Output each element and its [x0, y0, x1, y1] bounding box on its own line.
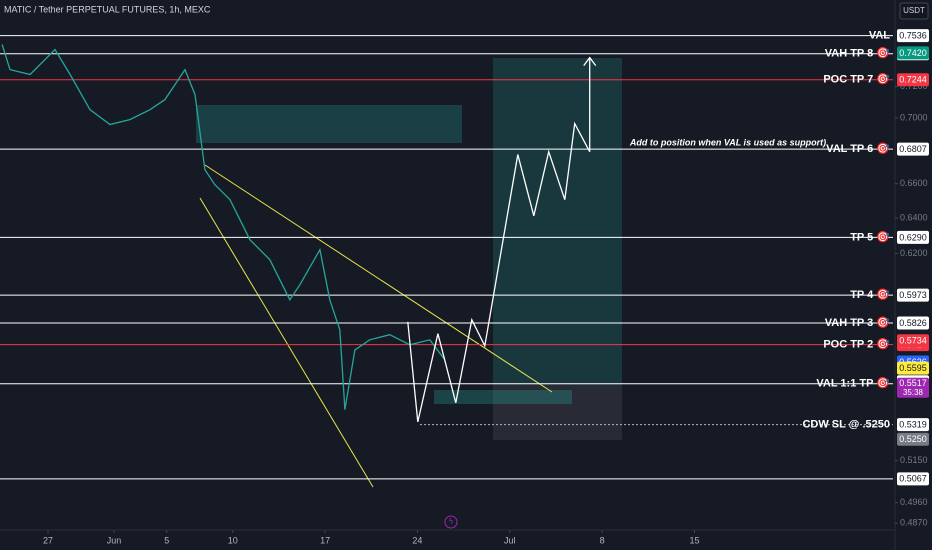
y-tick-label: 0.5150	[900, 455, 928, 465]
last-price-label: 0.5517	[899, 378, 927, 388]
level-label: TP 5 🎯	[850, 230, 890, 243]
price-badge	[897, 418, 929, 432]
level-label: VAL TP 6 🎯	[826, 142, 890, 155]
price-badge	[897, 142, 929, 156]
price-badge-label: 0.5734	[899, 336, 927, 346]
level-label: CDW SL @ .5250	[802, 419, 890, 431]
y-tick-label: 0.4870	[900, 517, 928, 527]
price-badge-label: 0.7244	[899, 75, 927, 85]
price-badge-label: 0.5973	[899, 290, 927, 300]
zone	[196, 105, 462, 143]
price-badge	[897, 472, 929, 486]
price-badge-label: 0.5067	[899, 474, 927, 484]
symbol-title: MATIC / Tether PERPETUAL FUTURES, 1h, ME…	[4, 4, 211, 14]
currency-button[interactable]	[899, 2, 929, 20]
price-badge	[897, 316, 929, 330]
price-badge-label: 0.7536	[899, 30, 927, 40]
level-label: VAH TP 8 🎯	[825, 47, 891, 60]
x-tick-label: 15	[689, 535, 699, 545]
level-label: VAL 1:1 TP 🎯	[816, 377, 890, 390]
y-tick-label: 0.6600	[900, 178, 928, 188]
level-label: VAH TP 3 🎯	[825, 316, 891, 329]
price-badge	[897, 432, 929, 446]
x-tick-label: 17	[320, 535, 330, 545]
price-badge	[897, 334, 929, 348]
price-line	[1, 44, 446, 410]
x-tick-label: 10	[228, 535, 238, 545]
level-label: POC TP 7 🎯	[823, 73, 890, 86]
price-badge	[897, 73, 929, 87]
price-badge-label: 0.6807	[899, 144, 927, 154]
lightning-icon[interactable]	[444, 515, 458, 529]
level-label: VAL	[869, 29, 890, 41]
price-badge-label: 0.5250	[899, 434, 927, 444]
countdown: 35:38	[903, 388, 924, 397]
y-tick-label: 0.4960	[900, 497, 928, 507]
price-line	[407, 57, 591, 423]
price-badge	[897, 29, 929, 43]
price-badge-label: 0.7420	[899, 48, 927, 58]
arrow-head	[583, 56, 597, 66]
price-badge-label: 0.5595	[899, 363, 927, 373]
x-tick-label: 24	[412, 535, 422, 545]
stop-zone	[493, 385, 622, 440]
lightning-icon-glyph[interactable]: ϟ	[449, 517, 454, 526]
zone	[434, 390, 572, 404]
price-badge	[897, 230, 929, 244]
x-tick-label: Jul	[504, 535, 516, 545]
x-tick-label: 5	[164, 535, 169, 545]
price-badge-label: 0.6290	[899, 232, 927, 242]
target-zone	[493, 58, 622, 385]
y-tick-label: 0.7000	[900, 112, 928, 122]
last-price-badge	[897, 377, 929, 398]
price-badge	[897, 46, 929, 60]
level-label: POC TP 2 🎯	[823, 338, 890, 351]
x-tick-label: 8	[600, 535, 605, 545]
x-tick-label: Jun	[107, 535, 122, 545]
annotation: Add to position when VAL is used as supp…	[629, 137, 826, 147]
y-tick-label: 0.6400	[900, 212, 928, 222]
x-tick-label: 27	[43, 535, 53, 545]
price-badge-label: 0.5826	[899, 318, 927, 328]
price-badge	[897, 361, 929, 375]
price-badge	[897, 288, 929, 302]
level-label: TP 4 🎯	[850, 288, 890, 301]
wedge-line	[199, 197, 374, 488]
price-badge-label: 0.5319	[899, 419, 927, 429]
wedge-line	[204, 164, 553, 393]
y-tick-label: 0.6200	[900, 248, 928, 258]
currency[interactable]: USDT	[903, 6, 925, 15]
